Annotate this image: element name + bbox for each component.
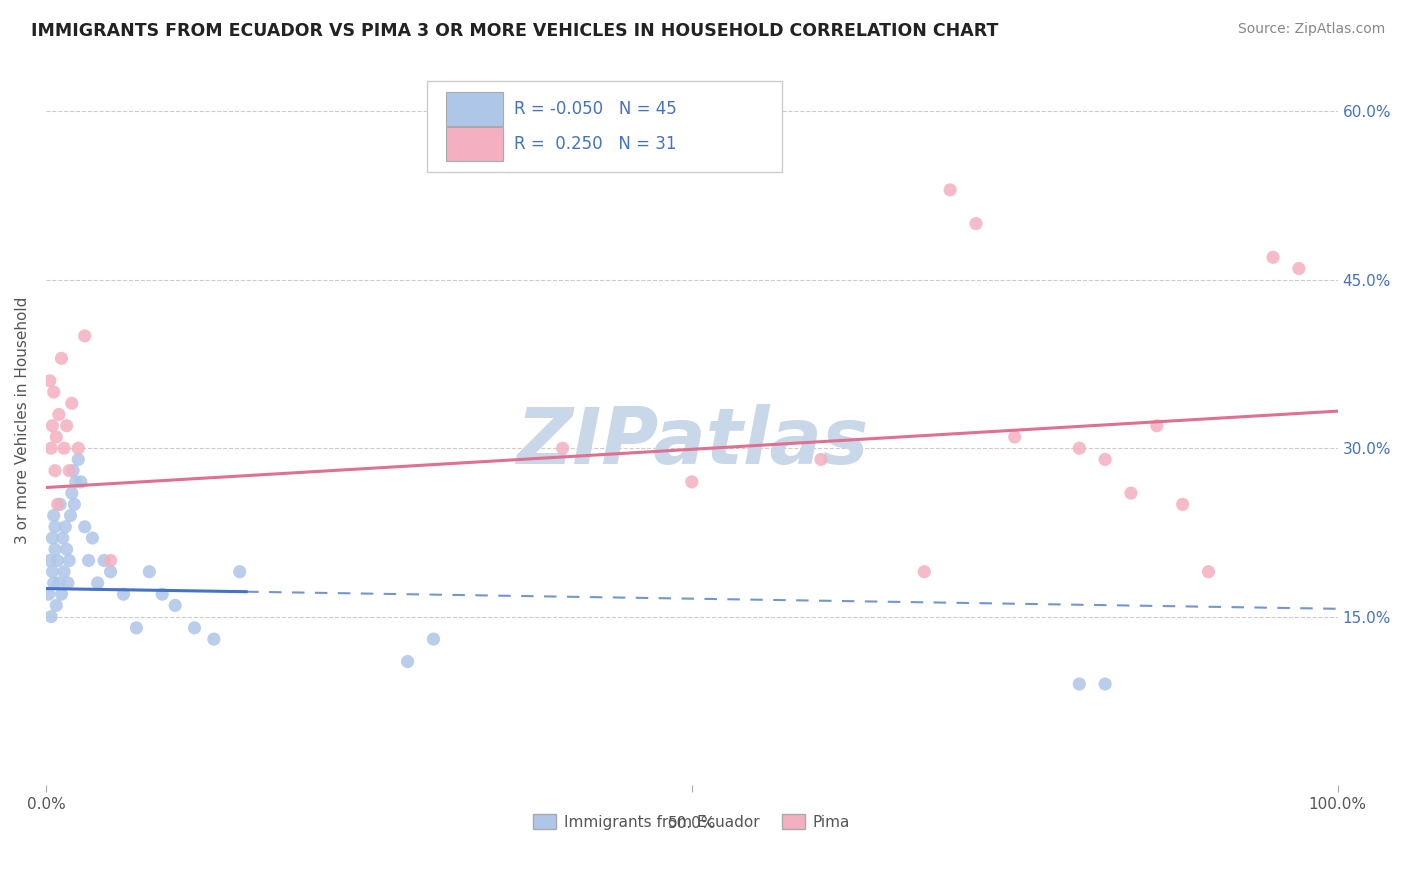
Point	[1094, 677, 1116, 691]
Text: 50.0%: 50.0%	[668, 815, 716, 830]
Point	[125, 621, 148, 635]
FancyBboxPatch shape	[446, 93, 503, 126]
Point	[77, 553, 100, 567]
Point	[1069, 677, 1091, 691]
Point	[46, 497, 69, 511]
Point	[965, 217, 987, 231]
Text: IMMIGRANTS FROM ECUADOR VS PIMA 3 OR MORE VEHICLES IN HOUSEHOLD CORRELATION CHAR: IMMIGRANTS FROM ECUADOR VS PIMA 3 OR MOR…	[31, 22, 998, 40]
Point	[52, 531, 75, 545]
Point	[1004, 430, 1026, 444]
Point	[48, 408, 70, 422]
Point	[39, 609, 62, 624]
Point	[55, 542, 77, 557]
Point	[396, 655, 419, 669]
Point	[551, 441, 574, 455]
Point	[62, 464, 84, 478]
Point	[51, 587, 73, 601]
Point	[1261, 250, 1284, 264]
Y-axis label: 3 or more Vehicles in Household: 3 or more Vehicles in Household	[15, 296, 30, 544]
Point	[1171, 497, 1194, 511]
Point	[138, 565, 160, 579]
Point	[63, 497, 86, 511]
Point	[681, 475, 703, 489]
Point	[912, 565, 935, 579]
Point	[53, 565, 76, 579]
Point	[39, 441, 62, 455]
Point	[1119, 486, 1142, 500]
Point	[41, 418, 63, 433]
Point	[42, 385, 65, 400]
Point	[100, 565, 122, 579]
Point	[1146, 418, 1168, 433]
Point	[1094, 452, 1116, 467]
Point	[45, 599, 67, 613]
FancyBboxPatch shape	[427, 80, 782, 172]
Point	[49, 497, 72, 511]
Point	[93, 553, 115, 567]
Point	[38, 374, 60, 388]
Point	[58, 553, 80, 567]
Point	[59, 508, 82, 523]
Point	[183, 621, 205, 635]
Point	[53, 520, 76, 534]
Point	[1069, 441, 1091, 455]
Point	[67, 452, 90, 467]
Point	[112, 587, 135, 601]
Text: R =  0.250   N = 31: R = 0.250 N = 31	[513, 136, 676, 153]
Point	[58, 464, 80, 478]
Point	[38, 587, 60, 601]
Point	[45, 430, 67, 444]
Point	[56, 576, 79, 591]
Point	[1288, 261, 1310, 276]
Point	[422, 632, 444, 646]
Point	[44, 542, 66, 557]
Point	[150, 587, 173, 601]
Point	[48, 576, 70, 591]
Point	[1198, 565, 1220, 579]
Point	[42, 508, 65, 523]
Point	[46, 553, 69, 567]
Point	[100, 553, 122, 567]
Point	[42, 576, 65, 591]
Point	[73, 520, 96, 534]
Text: R = -0.050   N = 45: R = -0.050 N = 45	[513, 100, 676, 118]
Point	[44, 520, 66, 534]
Point	[939, 183, 962, 197]
Point	[82, 531, 104, 545]
Point	[53, 441, 76, 455]
Point	[202, 632, 225, 646]
Point	[86, 576, 108, 591]
Point	[51, 351, 73, 366]
Text: ZIPatlas: ZIPatlas	[516, 404, 868, 480]
Point	[60, 396, 83, 410]
Point	[73, 329, 96, 343]
FancyBboxPatch shape	[446, 128, 503, 161]
Point	[65, 475, 87, 489]
Point	[38, 553, 60, 567]
Point	[67, 441, 90, 455]
Text: Source: ZipAtlas.com: Source: ZipAtlas.com	[1237, 22, 1385, 37]
Point	[60, 486, 83, 500]
Legend: Immigrants from Ecuador, Pima: Immigrants from Ecuador, Pima	[527, 807, 856, 836]
Point	[55, 418, 77, 433]
Point	[165, 599, 187, 613]
Point	[41, 531, 63, 545]
Point	[41, 565, 63, 579]
Point	[228, 565, 250, 579]
Point	[70, 475, 93, 489]
Point	[810, 452, 832, 467]
Point	[44, 464, 66, 478]
